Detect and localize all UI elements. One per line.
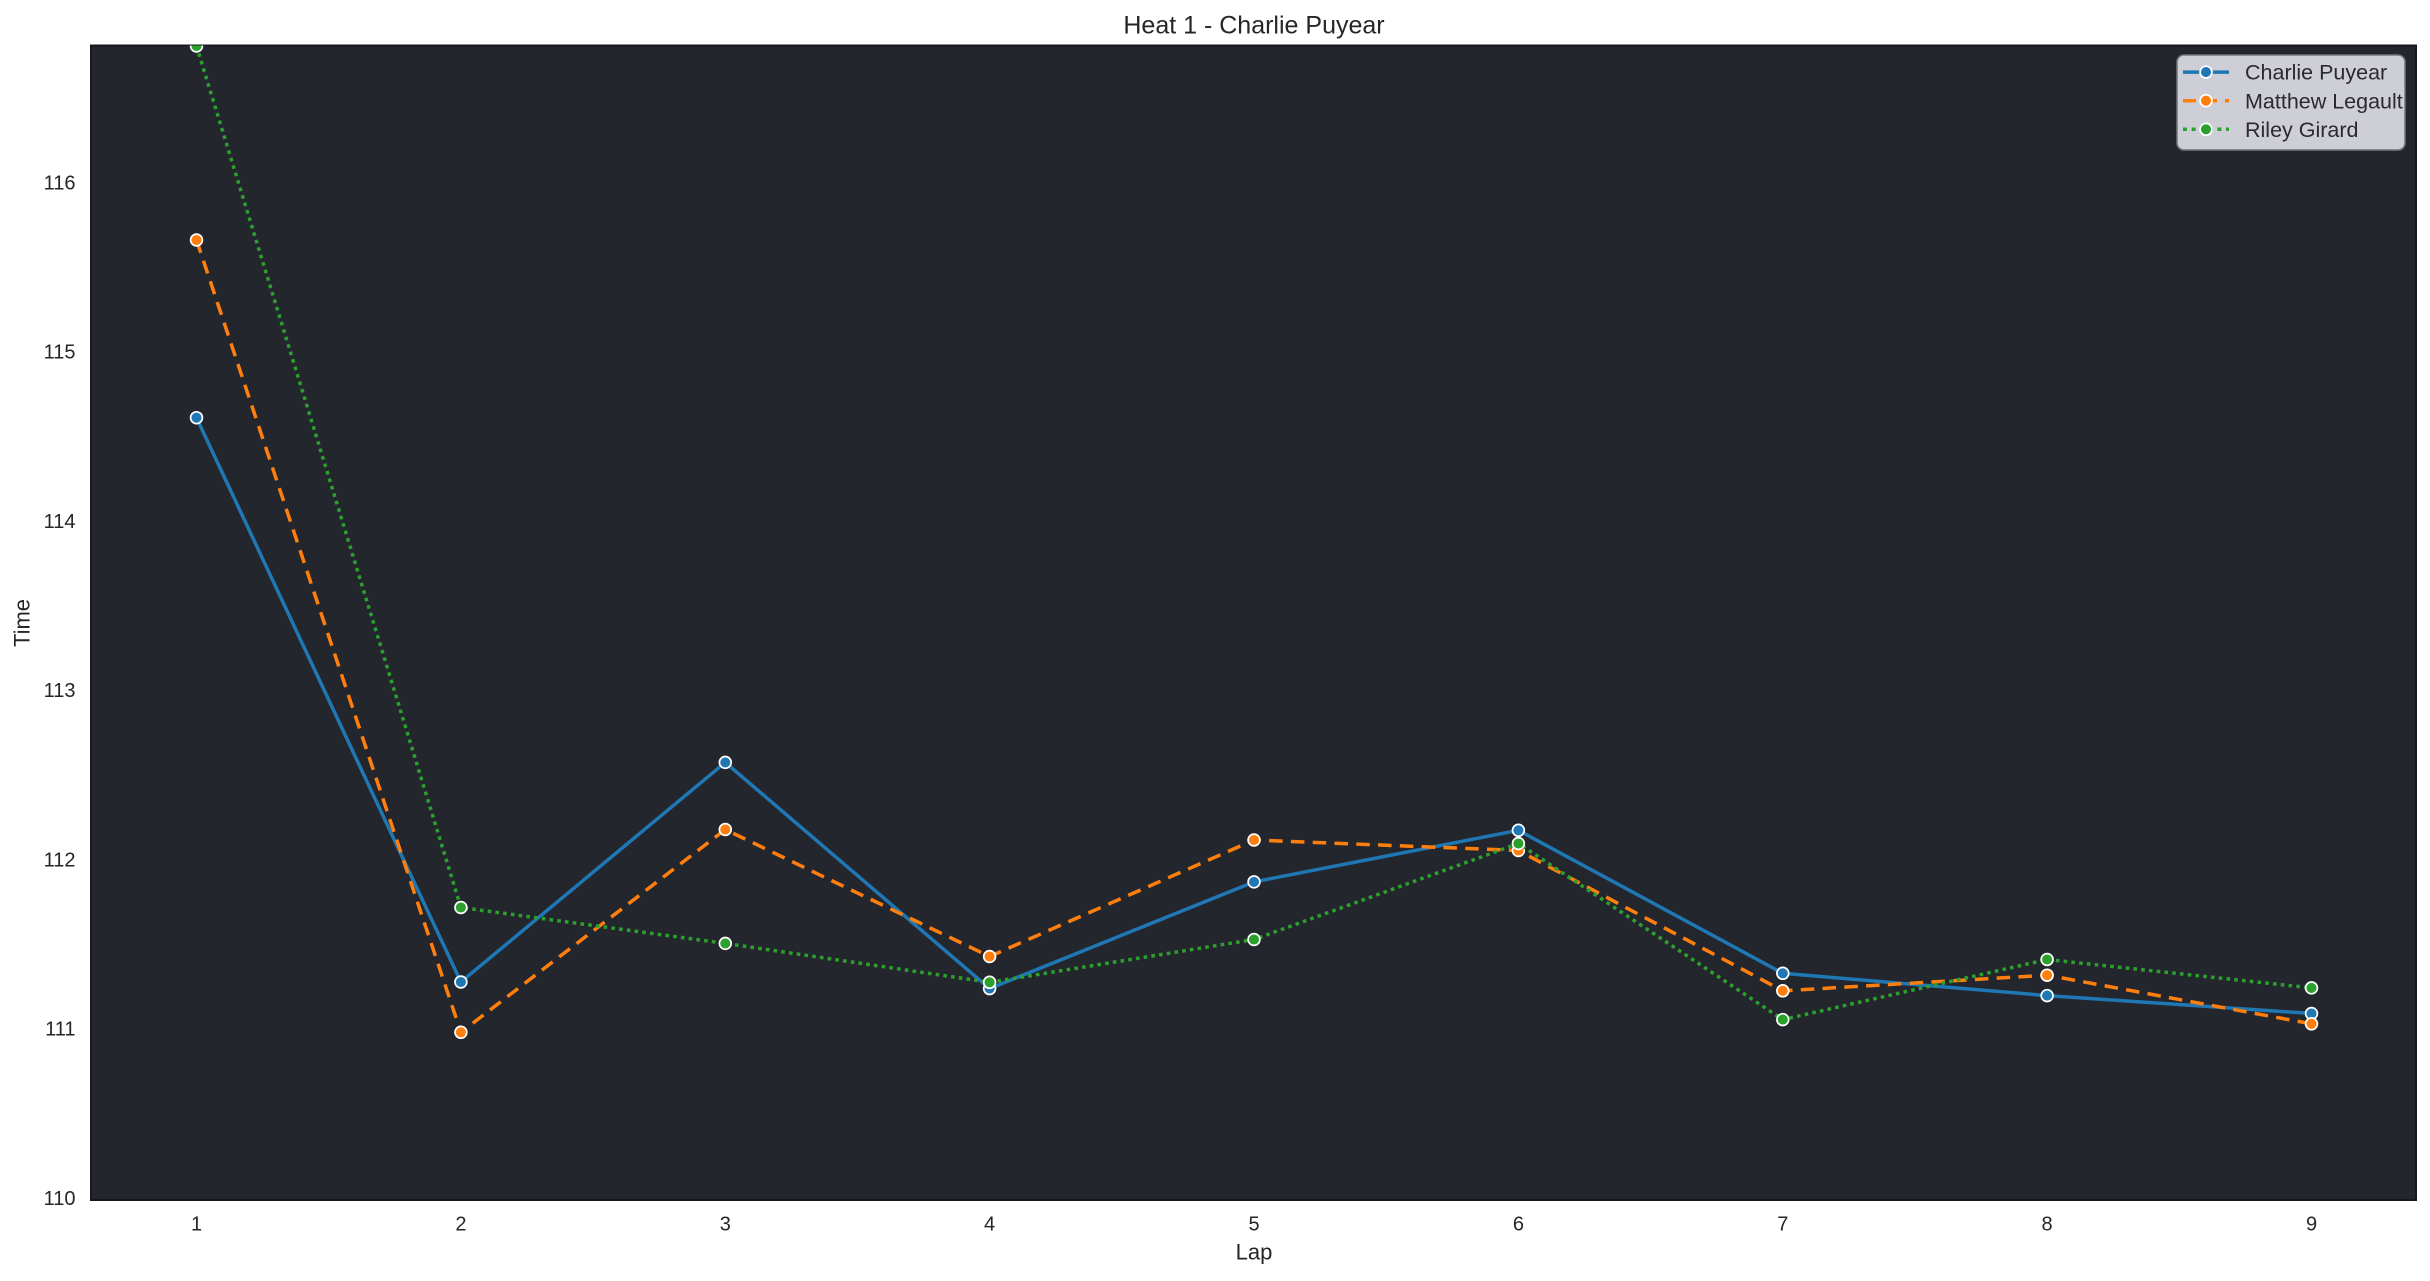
svg-text:114: 114 (44, 511, 76, 533)
svg-text:Time: Time (10, 599, 35, 647)
svg-text:9: 9 (2306, 1213, 2317, 1235)
svg-text:4: 4 (984, 1213, 995, 1235)
svg-text:6: 6 (1513, 1213, 1524, 1235)
svg-text:Charlie Puyear: Charlie Puyear (2245, 61, 2387, 85)
svg-text:115: 115 (44, 342, 76, 364)
svg-text:112: 112 (44, 849, 76, 871)
svg-text:7: 7 (1777, 1213, 1788, 1235)
svg-text:3: 3 (720, 1213, 731, 1235)
svg-text:Lap: Lap (1236, 1240, 1273, 1265)
svg-text:110: 110 (44, 1188, 76, 1210)
svg-text:Heat 1 - Charlie Puyear: Heat 1 - Charlie Puyear (1123, 12, 1384, 40)
svg-text:8: 8 (2042, 1213, 2053, 1235)
svg-text:Matthew Legault: Matthew Legault (2245, 89, 2403, 113)
svg-text:1: 1 (191, 1213, 202, 1235)
svg-text:116: 116 (44, 172, 76, 194)
svg-text:111: 111 (45, 1019, 75, 1041)
svg-text:5: 5 (1248, 1213, 1259, 1235)
svg-text:2: 2 (455, 1213, 466, 1235)
svg-text:113: 113 (44, 680, 76, 702)
svg-text:Riley Girard: Riley Girard (2245, 118, 2359, 142)
